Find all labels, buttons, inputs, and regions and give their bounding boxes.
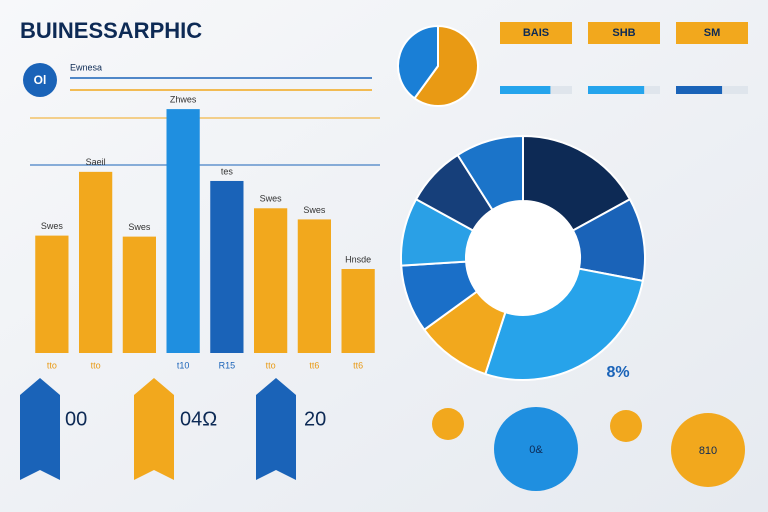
arrow — [256, 378, 296, 480]
panel-label: BAIS — [523, 27, 549, 39]
circle-orb — [432, 408, 464, 440]
panel-header — [676, 22, 748, 44]
x-tick-label: tto — [266, 360, 276, 370]
bar-label: Swes — [41, 221, 64, 231]
arrow-group — [20, 378, 296, 480]
pie-slice — [397, 24, 439, 100]
title: BUINESSARPHIC — [20, 18, 202, 43]
stat-number: 04Ω — [180, 408, 217, 430]
bar — [35, 235, 69, 353]
panel-header — [500, 22, 572, 44]
bar-label: Swes — [260, 194, 283, 204]
subtitle: Ewnesa — [70, 62, 102, 72]
bar — [122, 236, 156, 353]
bar-label: Saeil — [86, 157, 106, 167]
circle-label: 0& — [529, 444, 543, 456]
bar-label: Zhwes — [170, 94, 197, 104]
circle-orb — [610, 410, 642, 442]
bar-label: tes — [221, 166, 234, 176]
donut-hole — [466, 201, 580, 315]
x-tick-label: t10 — [177, 360, 190, 370]
panel-label: SM — [704, 27, 721, 39]
donut-label: 8% — [606, 364, 629, 381]
circle-orb — [494, 407, 578, 491]
bar — [297, 219, 331, 353]
badge — [23, 63, 57, 97]
bar-label: Swes — [128, 222, 151, 232]
progress-bar — [676, 86, 723, 94]
badge-text: Ol — [34, 73, 47, 87]
progress-bar — [588, 86, 645, 94]
pie-slice — [413, 24, 479, 107]
x-tick-label: tt6 — [309, 360, 319, 370]
circle-orb — [671, 413, 745, 487]
x-tick-label: R15 — [219, 360, 236, 370]
x-tick-label: tto — [47, 360, 57, 370]
bar — [79, 171, 113, 353]
bar-label: Swes — [303, 205, 326, 215]
panel-label: SHB — [612, 27, 635, 39]
x-tick-label: tto — [91, 360, 101, 370]
arrow — [20, 378, 60, 480]
progress-bar — [500, 86, 551, 94]
bar — [341, 269, 375, 353]
circle-label: 810 — [699, 445, 717, 457]
stat-number: 00 — [65, 408, 87, 430]
x-tick-label: tt6 — [353, 360, 363, 370]
bar — [210, 180, 244, 353]
bar — [254, 208, 288, 353]
bar-label: Hnsde — [345, 254, 371, 264]
stat-number: 20 — [304, 408, 326, 430]
arrow — [134, 378, 174, 480]
panel-header — [588, 22, 660, 44]
bar — [166, 109, 200, 353]
